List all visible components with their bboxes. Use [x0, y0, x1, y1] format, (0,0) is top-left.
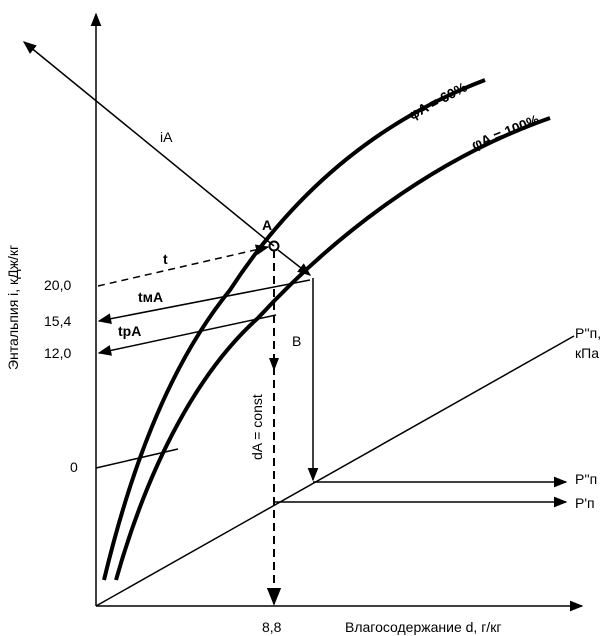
label-pn2: P''п — [575, 471, 597, 487]
arrow-a-to-b — [277, 249, 312, 276]
y-tick-12: 12,0 — [44, 345, 71, 361]
enthalpy-line-ia — [22, 41, 275, 247]
label-t: t — [163, 251, 168, 267]
dashed-t-line — [97, 244, 270, 287]
y-axis-label: Энтальпия i, кДж/кг — [5, 245, 21, 370]
mid-arrowhead — [269, 358, 279, 371]
label-tpa: tpA — [118, 323, 141, 339]
label-ia: iA — [160, 129, 173, 145]
label-pn2-top: P''п, — [575, 325, 601, 341]
label-pn1: P'п — [575, 495, 595, 511]
x-axis-label: Влагосодержание d, г/кг — [345, 619, 501, 635]
y-tick-0: 0 — [70, 459, 78, 475]
curve-phi-60 — [102, 78, 486, 581]
pressure-line — [95, 335, 575, 607]
curve-label-60: φA = 60% — [406, 78, 470, 122]
zero-line — [95, 448, 179, 469]
line-tpa — [97, 314, 277, 356]
label-tma: tмA — [138, 289, 163, 305]
line-tma — [97, 279, 311, 324]
y-tick-15-4: 15,4 — [44, 313, 71, 329]
label-b: B — [292, 333, 301, 349]
label-da-const: dA = const — [249, 394, 265, 460]
curve-phi-100 — [114, 116, 551, 581]
label-kpa: кПа — [575, 345, 599, 361]
label-a: A — [262, 217, 272, 233]
x-tick-8-8: 8,8 — [262, 619, 282, 635]
y-tick-20: 20,0 — [44, 277, 71, 293]
curve-label-100: φA = 100% — [469, 111, 542, 153]
